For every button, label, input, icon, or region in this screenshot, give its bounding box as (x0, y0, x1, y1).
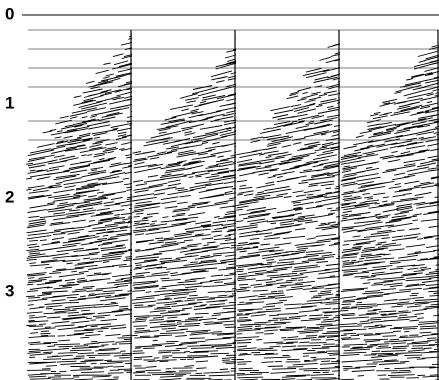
time-axis-labels: 0 1 2 3 (5, 4, 14, 300)
time-label: 3 (5, 281, 14, 300)
time-label: 2 (5, 187, 14, 206)
seismic-trace (235, 43, 341, 380)
time-label: 0 (5, 4, 14, 23)
seismic-traces (26, 29, 439, 380)
time-label: 1 (5, 93, 14, 112)
